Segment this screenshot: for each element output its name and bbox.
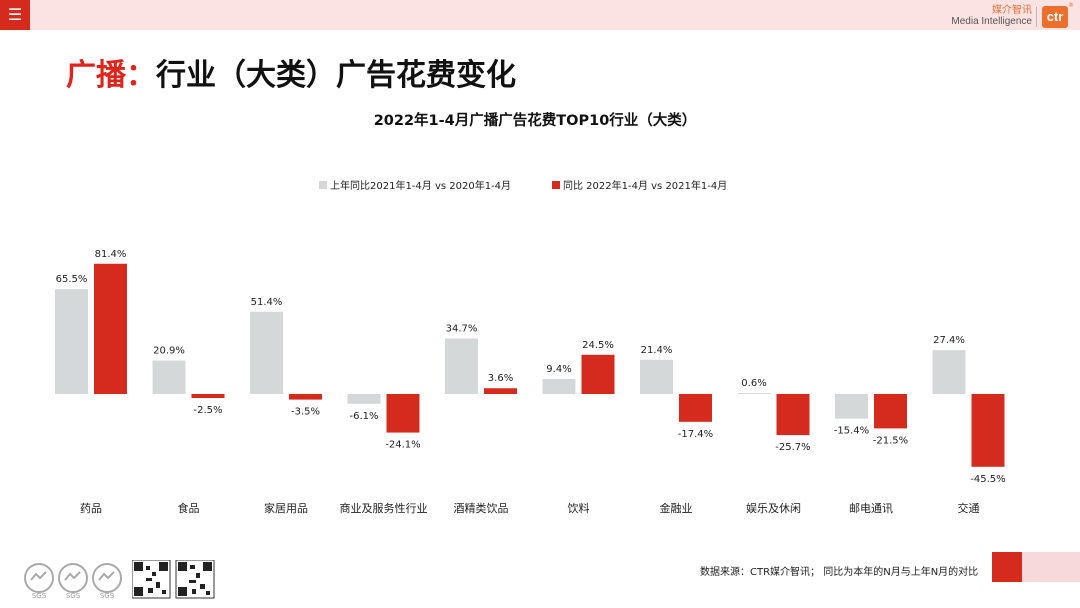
category-label: 邮电通讯 (849, 502, 893, 515)
data-label: -45.5% (970, 474, 1005, 485)
hamburger-menu-icon[interactable]: ☰ (0, 0, 30, 30)
bar (250, 311, 283, 394)
bar (484, 388, 517, 394)
data-label: -25.7% (775, 442, 810, 453)
bar (94, 263, 127, 394)
data-label: 20.9% (153, 346, 185, 357)
bar (386, 394, 420, 433)
footer-accent-strip (1022, 552, 1080, 582)
legend-swatch (319, 181, 327, 189)
bar (835, 394, 868, 419)
category-label: 药品 (80, 502, 102, 515)
bar (737, 393, 771, 394)
bar (191, 394, 225, 398)
bar (932, 350, 966, 394)
sgs-badge-label: SGS (66, 592, 81, 600)
qr-codes (132, 560, 215, 599)
brand-text: 媒介智讯 Media Intelligence (951, 5, 1032, 27)
certification-badges: SGS SGS SGS (24, 563, 122, 600)
legend-label: 同比 2022年1-4月 vs 2021年1-4月 (563, 179, 727, 192)
page-title-highlight: 广播： (66, 58, 156, 93)
data-label: 34.7% (446, 323, 478, 334)
data-label: 0.6% (741, 378, 766, 389)
bar (55, 289, 88, 394)
category-label: 娱乐及休闲 (746, 501, 801, 515)
brand-divider (1036, 7, 1037, 27)
bar (640, 359, 673, 394)
bar (445, 338, 478, 394)
page-title: 广播：行业（大类）广告花费变化 (66, 50, 516, 94)
category-label: 金融业 (660, 501, 693, 515)
bar (971, 394, 1005, 467)
category-label: 交通 (958, 501, 980, 515)
legend-label: 上年同比2021年1-4月 vs 2020年1-4月 (330, 179, 511, 192)
qr-code-icon (175, 560, 215, 599)
sgs-badge-label: SGS (32, 592, 47, 600)
data-label: -21.5% (873, 435, 908, 446)
footer-accent-block (992, 552, 1022, 582)
data-label: -3.5% (291, 407, 320, 418)
bar (347, 394, 381, 404)
sgs-badge-icon: SGS (92, 563, 122, 600)
data-label: 9.4% (546, 364, 571, 375)
top-bar (0, 0, 1080, 30)
qr-code-icon (132, 560, 171, 599)
bar (874, 394, 907, 429)
brand-cn: 媒介智讯 (992, 5, 1032, 16)
sgs-badge-label: SGS (100, 592, 115, 600)
bar (679, 394, 712, 422)
category-label: 酒精类饮品 (454, 501, 509, 515)
ctr-logo: ctr (1042, 6, 1068, 28)
category-label: 饮料 (568, 501, 590, 515)
category-label: 商业及服务性行业 (340, 501, 428, 515)
sgs-badge-icon: SGS (58, 563, 88, 600)
data-label: 21.4% (641, 345, 673, 356)
data-label: -2.5% (193, 405, 222, 416)
data-label: 65.5% (56, 274, 88, 285)
data-label: 81.4% (95, 249, 127, 260)
data-label: -17.4% (678, 429, 713, 440)
data-label: 24.5% (582, 340, 614, 351)
bar (581, 354, 615, 394)
legend-swatch (552, 181, 560, 189)
data-label: -6.1% (349, 411, 378, 422)
page-title-rest: 行业（大类）广告花费变化 (156, 58, 516, 93)
data-source-note: 数据来源：CTR媒介智讯； 同比为本年的N月与上年N月的对比 (700, 567, 979, 578)
bar (776, 394, 810, 436)
bar (542, 378, 576, 394)
sgs-badge-icon: SGS (24, 563, 54, 600)
data-label: 3.6% (488, 373, 513, 384)
data-label: -24.1% (385, 440, 420, 451)
bar (289, 394, 322, 400)
brand-en: Media Intelligence (951, 16, 1032, 27)
data-label: 51.4% (251, 297, 283, 308)
data-label: 27.4% (933, 335, 965, 346)
data-label: -15.4% (834, 426, 869, 437)
category-label: 家居用品 (264, 501, 308, 515)
chart-title: 2022年1-4月广播广告花费TOP10行业（大类） (374, 111, 697, 129)
bar (152, 360, 186, 394)
registered-mark: ® (1068, 2, 1074, 9)
category-label: 食品 (178, 501, 200, 515)
